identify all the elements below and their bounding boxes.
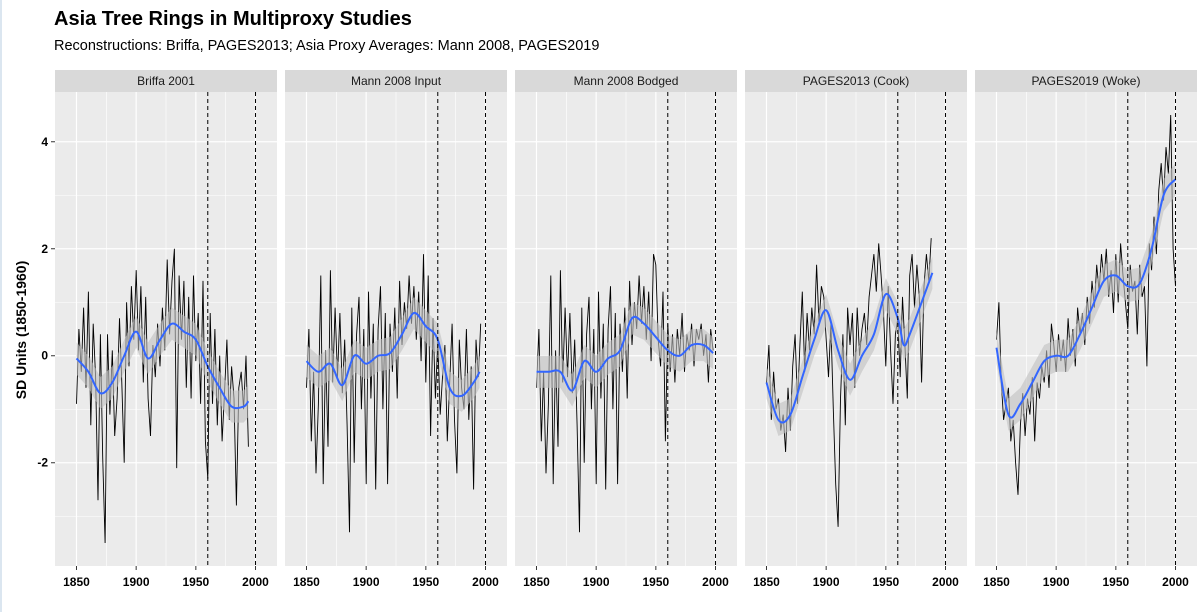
facet-panel: PAGES2019 (Woke) 1850 1900 1950 2000 — [975, 70, 1197, 589]
x-tick-label: 1950 — [1102, 575, 1129, 589]
smooth-trend-line — [765, 272, 934, 424]
facet-strip-label: Mann 2008 Bodged — [574, 74, 679, 88]
smooth-trend-line — [995, 178, 1177, 419]
facet-strip-label: Mann 2008 Input — [351, 74, 442, 88]
facet-panel: PAGES2013 (Cook) 1850 1900 1950 2000 — [745, 70, 967, 589]
x-tick-label: 1850 — [523, 575, 550, 589]
x-tick-label: 1900 — [123, 575, 150, 589]
facet-panel: Mann 2008 Input 1850 1900 1950 2000 — [285, 70, 507, 589]
x-tick-label: 1850 — [63, 575, 90, 589]
x-tick-label: 1900 — [353, 575, 380, 589]
x-tick-label: 2000 — [1162, 575, 1189, 589]
x-tick-label: 1850 — [983, 575, 1010, 589]
chart-title: Asia Tree Rings in Multiproxy Studies — [54, 8, 412, 30]
x-tick-label: 1900 — [813, 575, 840, 589]
facet-panel: Briffa 2001 1850 1900 1950 2000 — [55, 70, 277, 589]
smooth-trend-line — [305, 311, 481, 398]
x-tick-label: 1950 — [182, 575, 209, 589]
raw-series-line — [766, 238, 932, 527]
x-tick-label: 1950 — [412, 575, 439, 589]
x-tick-label: 2000 — [472, 575, 499, 589]
y-tick-label: 4 — [41, 135, 48, 149]
smooth-trend-line — [75, 322, 250, 410]
x-tick-label: 1950 — [642, 575, 669, 589]
y-tick-label: 0 — [41, 349, 48, 363]
smooth-confidence-ribbon — [536, 302, 714, 407]
x-tick-label: 1900 — [583, 575, 610, 589]
raw-series-line — [76, 248, 249, 544]
y-tick-label: -2 — [37, 456, 48, 470]
x-tick-label: 2000 — [932, 575, 959, 589]
smooth-confidence-ribbon — [76, 307, 249, 423]
facet-panel: Mann 2008 Bodged 1850 1900 1950 2000 — [515, 70, 737, 589]
facet-strip — [285, 70, 507, 92]
x-tick-label: 2000 — [702, 575, 729, 589]
x-tick-label: 2000 — [242, 575, 269, 589]
facet-strip — [975, 70, 1197, 92]
facet-strip-label: PAGES2019 (Woke) — [1032, 74, 1141, 88]
x-tick-label: 1850 — [293, 575, 320, 589]
x-tick-label: 1850 — [753, 575, 780, 589]
y-tick-label: 2 — [41, 242, 48, 256]
facet-strip-label: Briffa 2001 — [137, 74, 195, 88]
facet-strip-label: PAGES2013 (Cook) — [803, 74, 910, 88]
facet-strip — [745, 70, 967, 92]
smooth-trend-line — [536, 315, 714, 392]
facet-strip — [55, 70, 277, 92]
y-axis-title: SD Units (1850-1960) — [13, 261, 29, 400]
facet-strip — [515, 70, 737, 92]
smooth-confidence-ribbon — [306, 296, 480, 412]
x-tick-label: 1900 — [1043, 575, 1070, 589]
chart-subtitle: Reconstructions: Briffa, PAGES2013; Asia… — [54, 38, 600, 54]
x-tick-label: 1950 — [872, 575, 899, 589]
